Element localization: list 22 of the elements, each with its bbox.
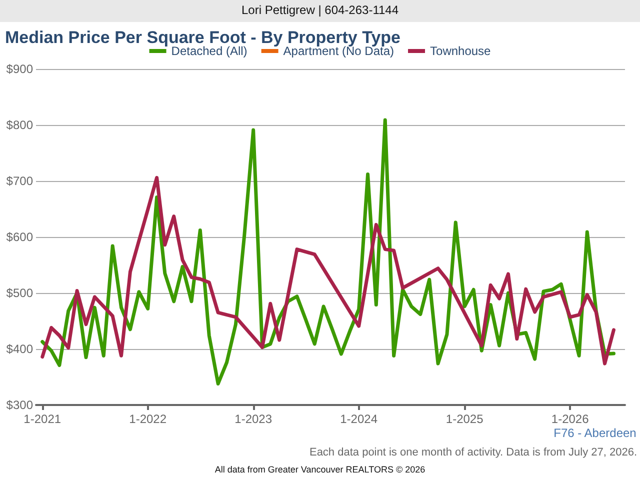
x-tick-label: 1-2023 bbox=[234, 412, 272, 426]
chart-title: Median Price Per Square Foot - By Property Type bbox=[5, 28, 401, 47]
x-tick-label: 1-2022 bbox=[129, 412, 167, 426]
y-tick-label: $700 bbox=[6, 174, 34, 188]
legend-label: Townhouse bbox=[430, 44, 492, 58]
y-tick-label: $900 bbox=[6, 62, 34, 76]
y-tick-label: $600 bbox=[6, 230, 34, 244]
x-tick-label: 1-2021 bbox=[24, 412, 62, 426]
text: Each data point is one month of activity. Data is from July 27, 2026. bbox=[309, 446, 638, 458]
y-tick-label: $500 bbox=[6, 286, 34, 300]
line-series bbox=[40, 176, 616, 366]
text: F76 - Aberdeen bbox=[554, 426, 636, 440]
x-tick-label: 1-2025 bbox=[446, 412, 484, 426]
text: All data from Greater Vancouver REALTORS © 2026 bbox=[214, 464, 426, 474]
line-series bbox=[40, 118, 616, 386]
y-tick-label: $300 bbox=[6, 398, 34, 412]
y-tick-label: $400 bbox=[6, 342, 34, 356]
text: Lori Pettigrew | 604-263-1144 bbox=[242, 3, 399, 17]
legend-label: Detached (All) bbox=[171, 44, 248, 58]
x-tick-label: 1-2024 bbox=[340, 412, 378, 426]
x-tick-label: 1-2026 bbox=[551, 412, 590, 426]
y-tick-label: $800 bbox=[6, 118, 34, 132]
